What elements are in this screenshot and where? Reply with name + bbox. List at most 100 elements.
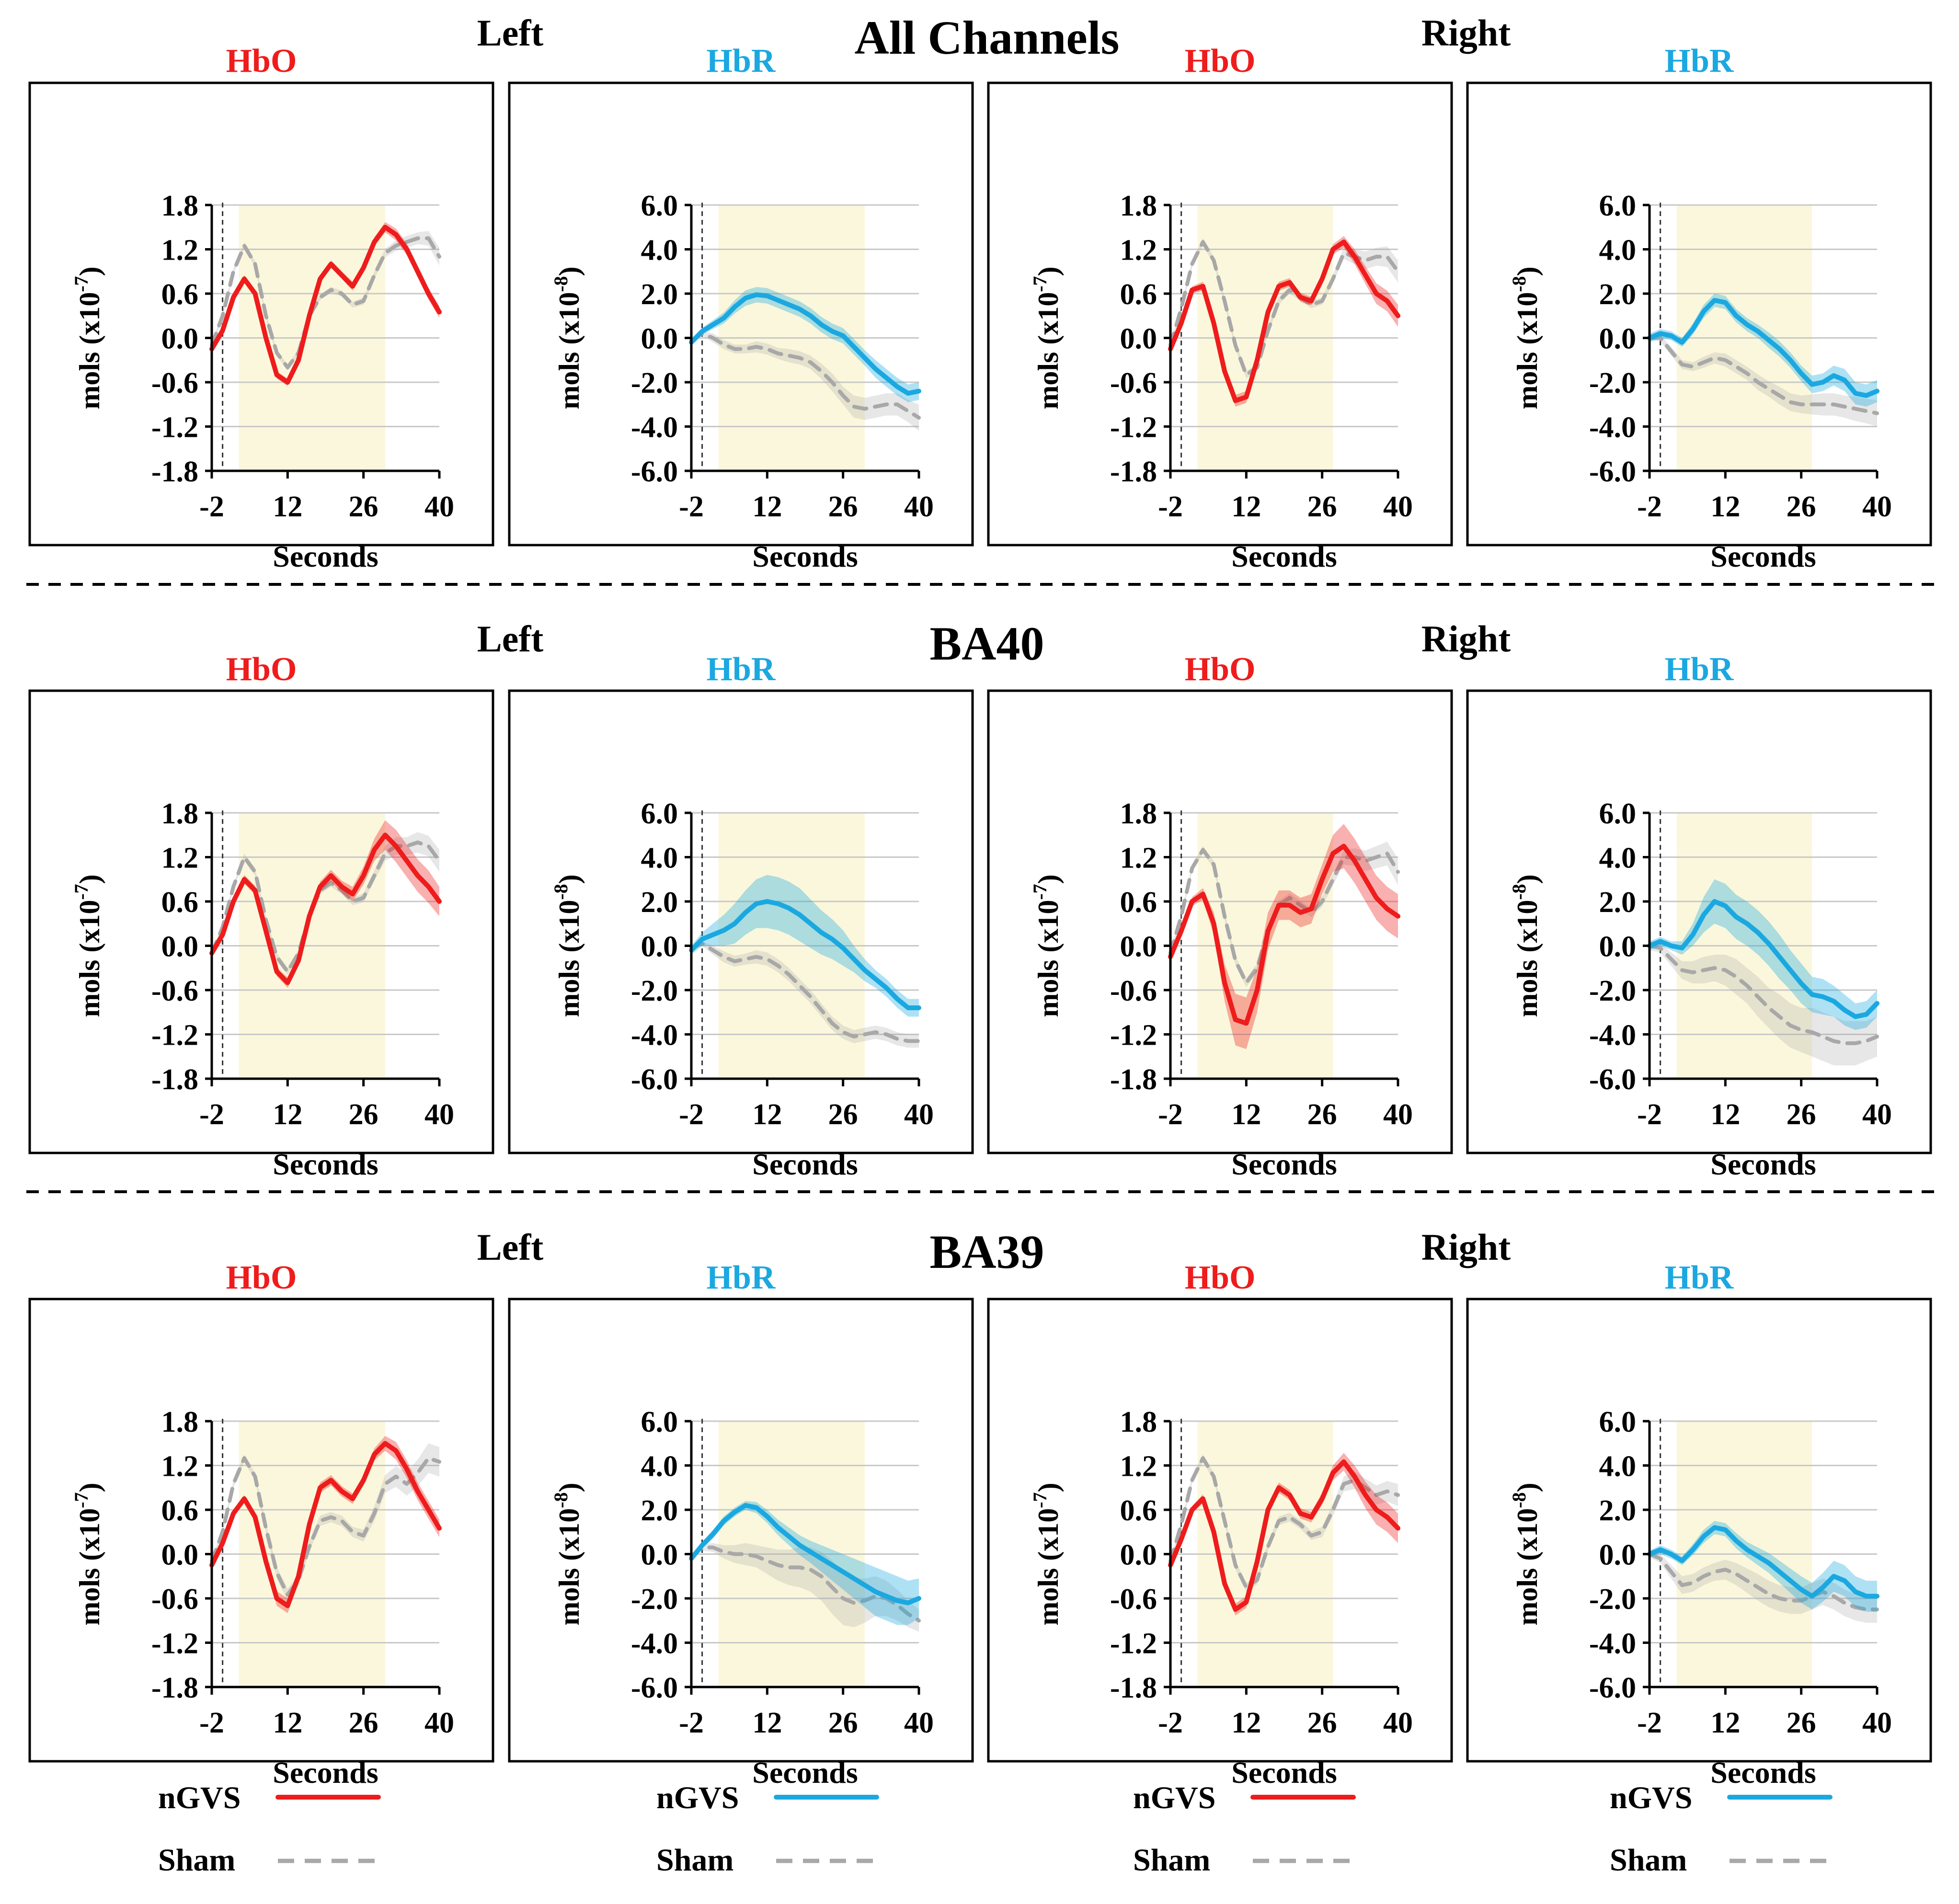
y-tick-label: -0.6: [1110, 1583, 1157, 1616]
x-tick-label: 12: [1231, 1098, 1261, 1131]
x-tick-label: 12: [273, 1098, 302, 1131]
y-axis-label-end: ): [1032, 874, 1064, 884]
y-axis-label-main: mols (x10: [1032, 292, 1064, 410]
y-tick-label: -2.0: [1589, 367, 1636, 399]
series-line-sham: [210, 1456, 441, 1597]
y-tick-label: 4.0: [641, 234, 678, 267]
y-tick-label: 1.2: [1120, 234, 1157, 267]
chart-panel-ba40-right-hbo: HbO 1.8 1.2 0.6 0.0 -0.6 -1.2 -1.8-2 12 26 40 Secon…: [987, 651, 1453, 1181]
y-tick-label: 0.6: [161, 278, 199, 311]
y-tick-label: -4.0: [1589, 1628, 1636, 1660]
y-axis-label-end: ): [1512, 874, 1543, 884]
x-tick-label: 40: [424, 1098, 454, 1131]
legend-label-ngvs: nGVS: [656, 1780, 739, 1815]
y-tick-label: -1.8: [1110, 456, 1157, 488]
chart-title: HbO: [1185, 651, 1256, 688]
x-tick-label: 12: [1231, 1707, 1261, 1739]
chart-panel-ba39-left-hbr: HbR 6.0 4.0 2.0 0.0 -2.0 -4.0 -6.0-2 12 26 40 Secon…: [508, 1259, 974, 1790]
x-tick-label: 12: [273, 1707, 302, 1739]
x-tick-label: 26: [1787, 1707, 1816, 1739]
y-tick-label: 4.0: [641, 1450, 678, 1483]
error-band-ngvs: [1650, 294, 1877, 407]
y-axis-label-main: mols (x10: [1512, 292, 1543, 410]
y-axis-label-main: mols (x10: [74, 900, 105, 1017]
x-axis-label: Seconds: [1231, 539, 1337, 573]
y-tick-label: -4.0: [631, 1019, 678, 1052]
y-tick-label: 1.8: [1120, 1406, 1157, 1438]
x-tick-label: 12: [752, 490, 782, 523]
y-tick-label: 0.6: [1120, 886, 1157, 919]
y-tick-label: 4.0: [1599, 842, 1637, 875]
x-axis-label: Seconds: [1231, 1756, 1337, 1790]
y-tick-label: 0.0: [641, 323, 678, 355]
y-tick-label: 0.0: [641, 931, 678, 963]
x-tick-label: -2: [1637, 1707, 1662, 1739]
chart-panel-ba40-left-hbr: HbR 6.0 4.0 2.0 0.0 -2.0 -4.0 -6.0-2 12 26 40 Secon…: [508, 651, 974, 1181]
x-tick-label: 26: [1307, 1098, 1337, 1131]
x-axis-label: Seconds: [1231, 1147, 1337, 1181]
y-axis-label-main: mols (x10: [1512, 900, 1543, 1017]
x-tick-label: 40: [1383, 1098, 1413, 1131]
series-line-sham: [689, 1545, 921, 1623]
series-line-ngvs: [689, 292, 921, 396]
x-axis-label: Seconds: [752, 1756, 858, 1790]
y-tick-label: 0.6: [161, 1494, 199, 1527]
y-tick-label: 6.0: [641, 798, 678, 830]
chart-title: HbR: [1665, 43, 1734, 80]
chart-title: HbO: [226, 1259, 297, 1296]
section-title: All Channels: [855, 11, 1120, 64]
x-tick-label: 40: [904, 1098, 934, 1131]
y-tick-label: 6.0: [641, 190, 678, 222]
x-tick-label: -2: [199, 1707, 224, 1739]
y-tick-label: 0.0: [1599, 931, 1637, 963]
x-tick-label: 26: [349, 1098, 378, 1131]
y-axis-label-end: ): [74, 1482, 105, 1492]
x-tick-label: -2: [199, 1098, 224, 1131]
error-band-sham: [1650, 1551, 1877, 1623]
y-axis-label: mols (x10-8): [550, 1482, 585, 1625]
chart-title: HbR: [707, 1259, 776, 1296]
y-axis-label: mols (x10-7): [70, 874, 105, 1017]
y-tick-label: -4.0: [631, 1628, 678, 1660]
y-tick-label: 1.8: [161, 1406, 199, 1438]
y-axis-label-exponent: -7: [70, 276, 92, 292]
error-band-sham: [212, 832, 439, 976]
y-axis-label-main: mols (x10: [553, 292, 585, 410]
y-tick-label: -1.2: [151, 411, 198, 444]
section-title: BA39: [930, 1225, 1044, 1278]
y-tick-label: -2.0: [1589, 1583, 1636, 1616]
series-line-ngvs: [1168, 239, 1400, 403]
chart-title: HbO: [226, 43, 297, 80]
x-tick-label: 12: [1231, 490, 1261, 523]
y-axis-label: mols (x10-8): [1508, 266, 1543, 409]
y-axis-label-exponent: -8: [1508, 1492, 1530, 1508]
y-axis-label-exponent: -8: [1508, 276, 1530, 292]
y-tick-label: 2.0: [1599, 278, 1637, 311]
series-line-ngvs: [689, 899, 921, 1010]
x-axis-label: Seconds: [752, 1147, 858, 1181]
y-axis-label-exponent: -7: [1029, 276, 1051, 292]
y-tick-label: -1.8: [151, 456, 198, 488]
y-tick-label: 2.0: [641, 886, 678, 919]
y-tick-label: 1.8: [1120, 798, 1157, 830]
y-axis-label: mols (x10-7): [1029, 266, 1064, 409]
legend-label-sham: Sham: [1610, 1843, 1687, 1878]
error-band-ngvs: [691, 1501, 919, 1625]
x-tick-label: -2: [679, 1707, 704, 1739]
legend-3: nGVS Sham: [1133, 1780, 1356, 1878]
x-axis-label: Seconds: [1710, 539, 1816, 573]
series-line-sham: [1648, 1552, 1879, 1612]
y-axis-label: mols (x10-8): [1508, 1482, 1543, 1625]
legend-4: nGVS Sham: [1610, 1780, 1833, 1878]
y-tick-label: -1.2: [1110, 411, 1157, 444]
error-band-sham: [1170, 238, 1398, 379]
x-tick-label: 40: [1862, 1707, 1892, 1739]
y-axis-label-end: ): [74, 266, 105, 276]
series-line-ngvs: [1647, 1525, 1879, 1599]
x-axis-label: Seconds: [1710, 1147, 1816, 1181]
y-axis-label: mols (x10-8): [1508, 874, 1543, 1017]
chart-title: HbO: [226, 651, 297, 688]
series-line-ngvs: [209, 1441, 442, 1608]
legend-label-sham: Sham: [158, 1843, 235, 1878]
y-tick-label: 2.0: [641, 278, 678, 311]
